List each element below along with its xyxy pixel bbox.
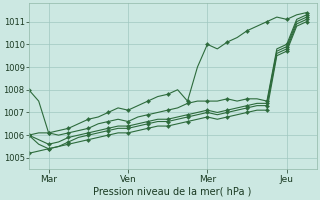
X-axis label: Pression niveau de la mer( hPa ): Pression niveau de la mer( hPa ) — [93, 187, 252, 197]
